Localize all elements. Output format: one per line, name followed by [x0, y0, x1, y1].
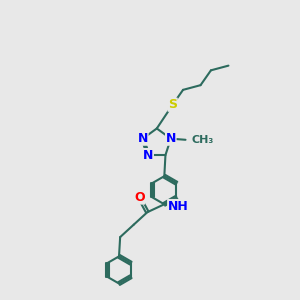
Text: NH: NH	[168, 200, 188, 213]
Text: O: O	[134, 191, 145, 204]
Text: N: N	[143, 148, 153, 162]
Text: S: S	[168, 98, 177, 111]
Text: CH₃: CH₃	[192, 135, 214, 145]
Text: N: N	[166, 132, 176, 145]
Text: N: N	[138, 132, 148, 145]
